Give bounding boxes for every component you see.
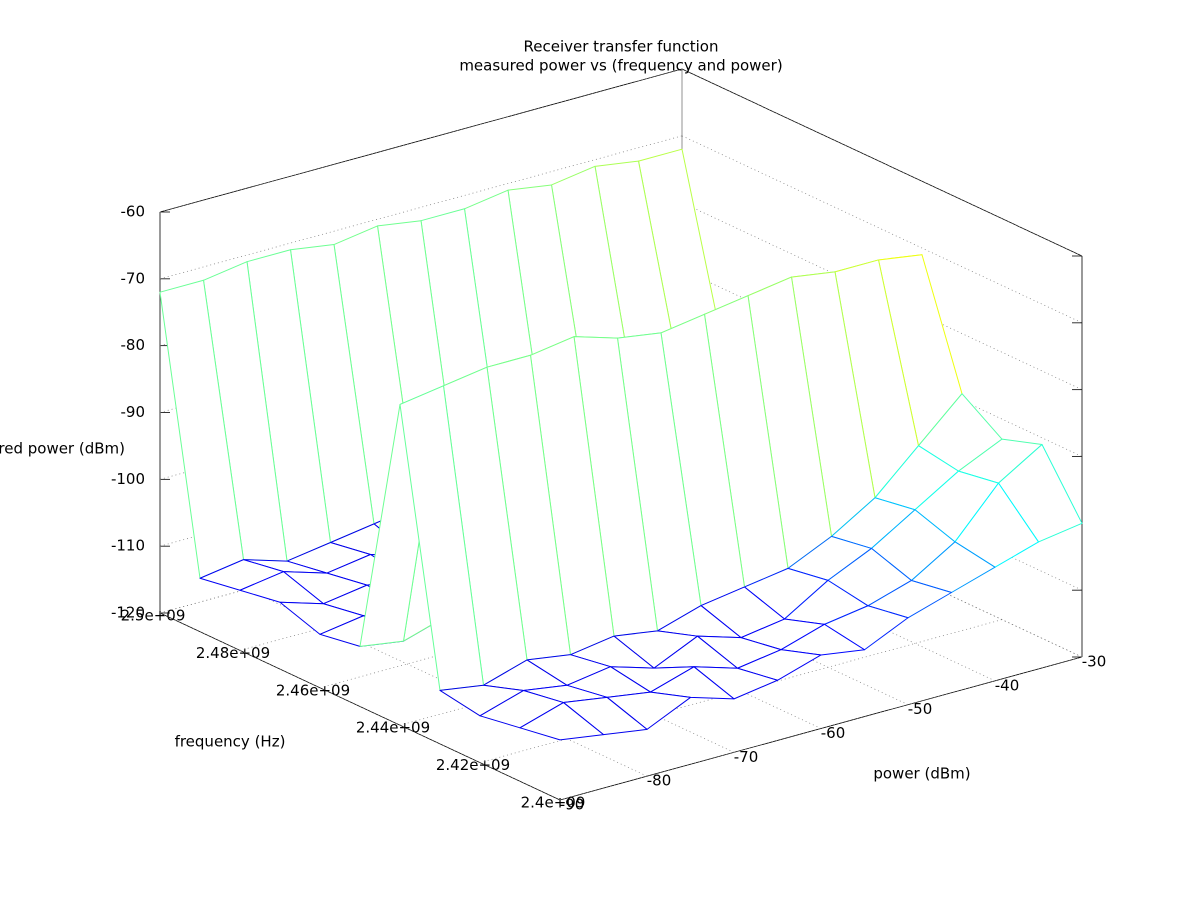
- z-tick-label: -80: [121, 336, 146, 354]
- x-tick-label: 2.48e+09: [196, 644, 270, 662]
- surface-cell: [519, 702, 604, 741]
- y-axis-label: power (dBm): [873, 765, 970, 783]
- y-tick-label: -90: [560, 796, 585, 814]
- y-tick-label: -60: [821, 724, 846, 742]
- grid-line: [681, 68, 1083, 257]
- z-tick-label: -90: [121, 403, 146, 421]
- x-tick-label: 2.4e+09: [521, 794, 586, 812]
- y-tick-label: -70: [734, 748, 759, 766]
- y-tick-label: -50: [908, 700, 933, 718]
- z-axis-label: measured power (dBm): [0, 440, 125, 458]
- grid-line: [159, 612, 561, 801]
- z-tick-label: -120: [111, 604, 145, 622]
- y-tick-label: -80: [647, 772, 672, 790]
- x-tick-label: 2.46e+09: [276, 681, 350, 699]
- chart-title: Receiver transfer function: [524, 38, 719, 56]
- x-tick-label: 2.44e+09: [356, 719, 430, 737]
- x-axis-label: frequency (Hz): [175, 733, 286, 751]
- z-tick-label: -100: [111, 470, 145, 488]
- z-tick-label: -70: [121, 269, 146, 287]
- axis-line: [159, 68, 683, 213]
- z-tick-label: -60: [121, 203, 146, 221]
- grid-line: [681, 135, 1083, 324]
- chart-subtitle: measured power vs (frequency and power): [459, 57, 782, 75]
- y-tick-label: -30: [1082, 653, 1107, 671]
- x-tick-label: 2.42e+09: [436, 756, 510, 774]
- y-tick-label: -40: [995, 676, 1020, 694]
- x-tick-label: 2.5e+09: [121, 607, 186, 625]
- z-tick-label: -110: [111, 537, 145, 555]
